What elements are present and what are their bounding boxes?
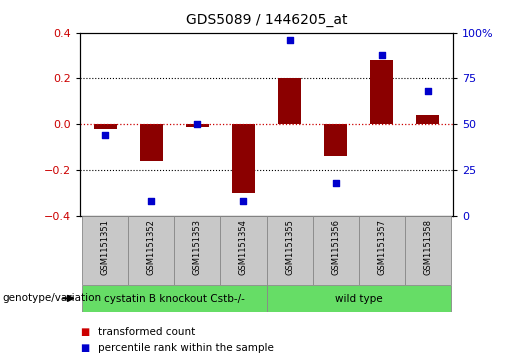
Point <box>101 132 109 138</box>
Text: GSM1151354: GSM1151354 <box>239 219 248 275</box>
Point <box>285 37 294 43</box>
Bar <box>82 216 128 285</box>
Bar <box>313 216 359 285</box>
Bar <box>405 216 451 285</box>
Text: GSM1151356: GSM1151356 <box>331 219 340 276</box>
Point <box>239 199 248 204</box>
Point <box>332 180 340 186</box>
Bar <box>82 285 267 312</box>
Text: GSM1151352: GSM1151352 <box>147 219 156 275</box>
Bar <box>324 124 347 156</box>
Bar <box>359 216 405 285</box>
Text: GSM1151357: GSM1151357 <box>377 219 386 276</box>
Bar <box>416 115 439 124</box>
Point <box>377 52 386 58</box>
Bar <box>94 124 117 129</box>
Point <box>193 121 201 127</box>
Point <box>147 199 156 204</box>
Text: GSM1151353: GSM1151353 <box>193 219 202 276</box>
Text: GSM1151358: GSM1151358 <box>423 219 433 276</box>
Text: wild type: wild type <box>335 294 383 303</box>
Bar <box>267 216 313 285</box>
Text: ■: ■ <box>80 327 89 337</box>
Point <box>424 89 432 94</box>
Text: genotype/variation: genotype/variation <box>3 293 101 303</box>
Bar <box>370 60 393 124</box>
Bar <box>220 216 267 285</box>
Bar <box>232 124 255 193</box>
Text: transformed count: transformed count <box>98 327 195 337</box>
Text: percentile rank within the sample: percentile rank within the sample <box>98 343 274 354</box>
Bar <box>267 285 451 312</box>
Bar <box>140 124 163 161</box>
Text: cystatin B knockout Cstb-/-: cystatin B knockout Cstb-/- <box>104 294 245 303</box>
Bar <box>278 78 301 124</box>
Text: GSM1151351: GSM1151351 <box>100 219 110 275</box>
Text: GDS5089 / 1446205_at: GDS5089 / 1446205_at <box>186 13 347 27</box>
Text: GSM1151355: GSM1151355 <box>285 219 294 275</box>
Bar <box>186 124 209 127</box>
Bar <box>128 216 174 285</box>
Text: ■: ■ <box>80 343 89 354</box>
Bar <box>174 216 220 285</box>
